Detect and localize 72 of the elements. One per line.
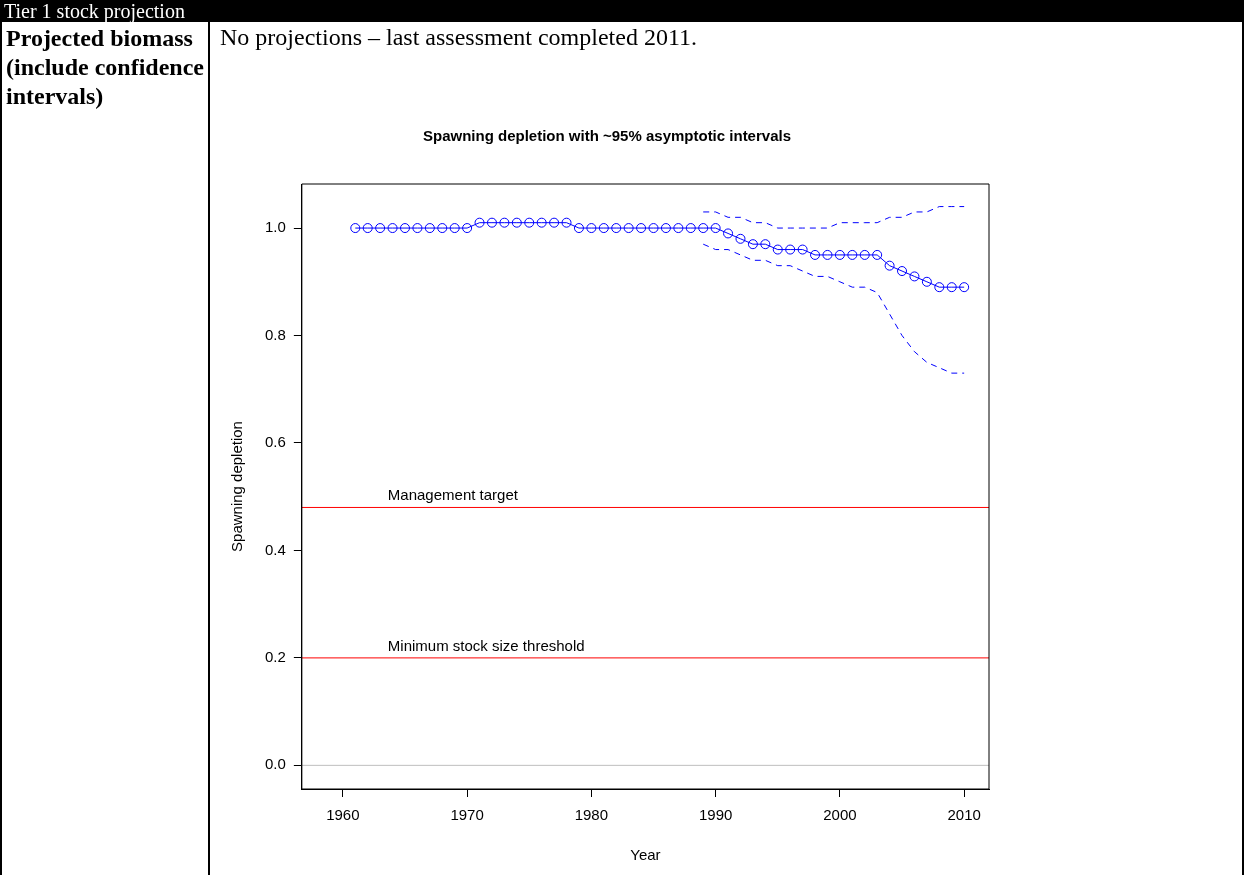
x-axis-title: Year <box>630 846 661 864</box>
point <box>723 228 734 239</box>
point <box>524 217 535 228</box>
y-tick-label: 0.0 <box>264 755 286 773</box>
point <box>586 223 597 234</box>
point <box>561 217 572 228</box>
point <box>785 244 796 255</box>
point <box>375 223 386 234</box>
line-series <box>702 243 965 374</box>
point <box>698 223 709 234</box>
point <box>760 239 771 250</box>
point <box>934 282 945 293</box>
line-series <box>702 206 965 229</box>
ref-line-label: Management target <box>387 486 519 504</box>
point <box>847 249 858 260</box>
chart-title: Spawning depletion with ~95% asymptotic intervals <box>423 127 791 145</box>
y-axis-title: Spawning depletion <box>228 421 246 552</box>
x-tick-label: 1960 <box>326 806 360 824</box>
point <box>362 223 373 234</box>
point <box>424 223 435 234</box>
point <box>797 244 808 255</box>
point <box>747 239 758 250</box>
y-tick-label: 0.2 <box>264 648 286 666</box>
point <box>511 217 522 228</box>
point <box>598 223 609 234</box>
point <box>462 223 473 234</box>
point <box>499 217 510 228</box>
point <box>648 223 659 234</box>
point <box>573 223 584 234</box>
point <box>772 244 783 255</box>
point <box>710 223 721 234</box>
x-tick-label: 2010 <box>947 806 981 824</box>
y-tick-label: 0.4 <box>264 540 286 558</box>
point <box>474 217 485 228</box>
x-tick-label: 1980 <box>574 806 609 824</box>
point <box>623 223 634 234</box>
point <box>673 223 684 234</box>
point <box>486 217 497 228</box>
point <box>449 223 460 234</box>
point <box>735 233 746 244</box>
point <box>549 217 560 228</box>
point <box>611 223 622 234</box>
x-tick-label: 2000 <box>823 806 857 824</box>
y-tick-label: 0.6 <box>264 433 286 451</box>
point <box>399 223 410 234</box>
point <box>685 223 696 234</box>
point <box>412 223 423 234</box>
point <box>897 266 908 277</box>
point <box>660 223 671 234</box>
point <box>921 276 932 287</box>
point <box>636 223 647 234</box>
point <box>884 260 895 271</box>
point <box>437 223 448 234</box>
text: Projected biomass (include confidence intervals) <box>0 22 210 875</box>
point <box>810 249 821 260</box>
point <box>909 271 920 282</box>
x-tick-label: 1970 <box>450 806 484 824</box>
point <box>387 223 398 234</box>
point <box>959 282 970 293</box>
y-tick-label: 1.0 <box>264 218 286 236</box>
point <box>350 223 361 234</box>
ref-line-label: Minimum stock size threshold <box>387 636 585 654</box>
point <box>872 249 883 260</box>
text: Tier 1 stock projection <box>0 0 1244 22</box>
point <box>822 249 833 260</box>
point <box>834 249 845 260</box>
point <box>946 282 957 293</box>
x-tick-label: 1990 <box>698 806 733 824</box>
point <box>536 217 547 228</box>
text: No projections – last assessment completed 2011. <box>220 24 698 51</box>
point <box>859 249 870 260</box>
y-tick-label: 0.8 <box>264 325 286 343</box>
